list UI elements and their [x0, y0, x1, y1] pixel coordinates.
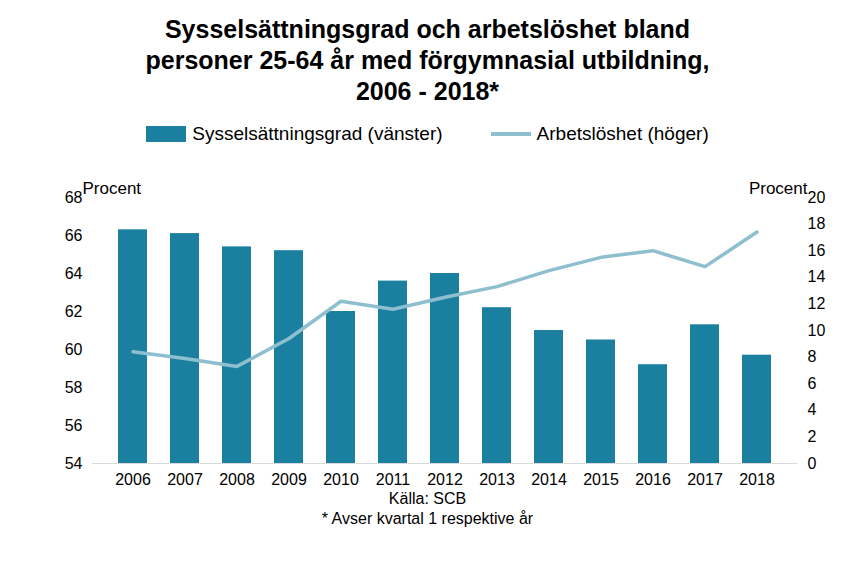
svg-text:2015: 2015: [583, 471, 619, 488]
svg-text:2: 2: [808, 428, 817, 445]
svg-text:60: 60: [65, 341, 83, 358]
html-text:Arbetslöshet (höger): Arbetslöshet (höger): [536, 123, 709, 144]
html-text:Källa: SCB: Källa: SCB: [388, 490, 467, 507]
svg-text:66: 66: [65, 227, 83, 244]
svg-text:68: 68: [65, 189, 83, 206]
svg-text:2013: 2013: [479, 471, 515, 488]
svg-text:10: 10: [808, 322, 826, 339]
html-text:Sysselsättningsgrad (vänster): Sysselsättningsgrad (vänster): [192, 123, 443, 144]
svg-text:18: 18: [808, 215, 826, 232]
svg-text:Procent: Procent: [83, 179, 142, 198]
svg-text:2018: 2018: [739, 471, 775, 488]
svg-text:2008: 2008: [219, 471, 255, 488]
svg-text:4: 4: [808, 401, 817, 418]
svg-text:14: 14: [808, 268, 826, 285]
svg-text:64: 64: [65, 265, 83, 282]
svg-text:2012: 2012: [427, 471, 463, 488]
svg-text:2010: 2010: [323, 471, 359, 488]
html-text:* Avser kvartal 1 respektive å: * Avser kvartal 1 respektive år: [321, 510, 534, 527]
svg-text:0: 0: [808, 455, 817, 472]
html-text:Sysselsättningsgrad och arbets: Sysselsättningsgrad och arbetslöshet bla…: [145, 15, 710, 105]
svg-text:58: 58: [65, 379, 83, 396]
svg-text:16: 16: [808, 242, 826, 259]
svg-text:2014: 2014: [531, 471, 567, 488]
svg-text:2011: 2011: [376, 471, 411, 488]
svg-text:2016: 2016: [635, 471, 671, 488]
svg-text:Procent: Procent: [749, 179, 808, 198]
svg-text:2009: 2009: [271, 471, 307, 488]
svg-text:8: 8: [808, 348, 817, 365]
svg-text:2017: 2017: [687, 471, 723, 488]
svg-text:2007: 2007: [167, 471, 203, 488]
svg-text:6: 6: [808, 375, 817, 392]
svg-text:54: 54: [65, 455, 83, 472]
svg-text:62: 62: [65, 303, 83, 320]
svg-text:20: 20: [808, 189, 826, 206]
svg-text:2006: 2006: [115, 471, 151, 488]
svg-text:56: 56: [65, 417, 83, 434]
svg-text:12: 12: [808, 295, 826, 312]
